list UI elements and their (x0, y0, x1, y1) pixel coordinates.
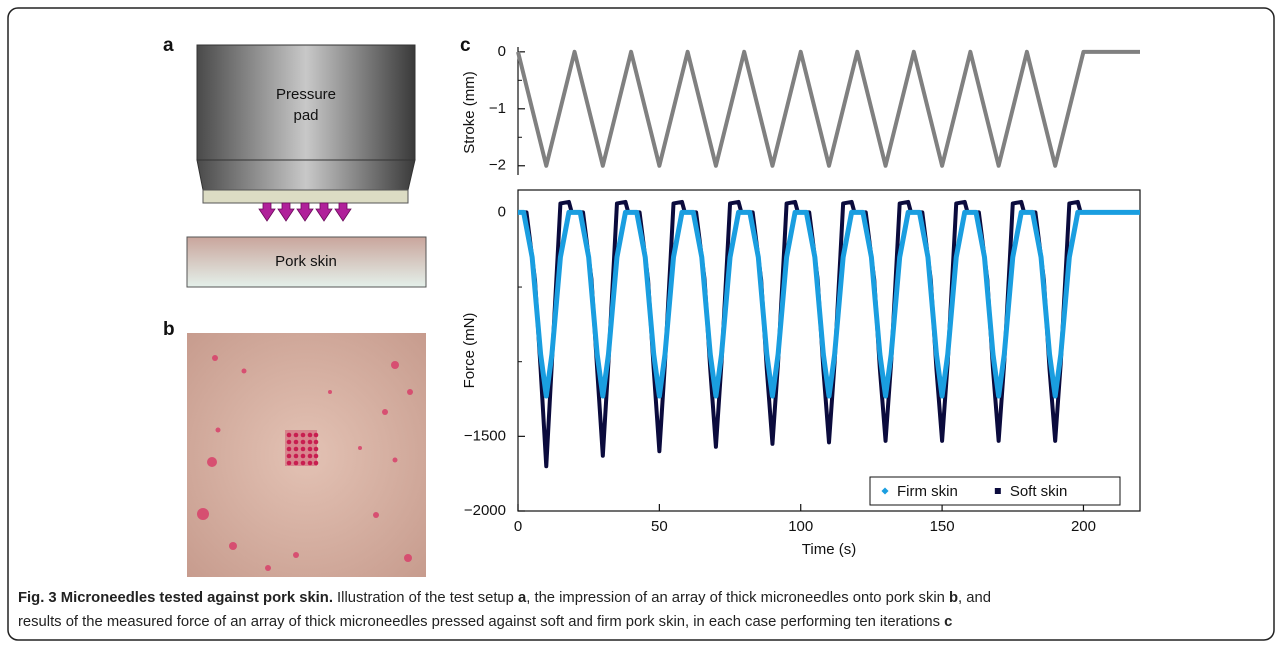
legend-marker (881, 487, 889, 495)
caption-text: results of the measured force of an arra… (18, 614, 945, 630)
x-tick-label: 100 (788, 518, 813, 535)
y-tick-label: −1 (489, 100, 506, 117)
x-tick-label: 50 (651, 518, 668, 535)
y-tick-label: 0 (498, 203, 506, 220)
pad-label: Pressure (276, 86, 336, 103)
y-tick-label: 0 (498, 43, 506, 60)
y-tick-label: −2 (489, 157, 506, 174)
figure-border (7, 7, 1275, 641)
pad-label: pad (293, 107, 318, 124)
caption-text: , and (958, 590, 991, 606)
caption-line: Fig. 3 Microneedles tested against pork … (18, 586, 991, 610)
y-axis-label: Force (mN) (461, 313, 478, 389)
x-tick-label: 0 (514, 518, 522, 535)
caption-text: , the impression of an array of thick mi… (526, 590, 949, 606)
caption-line: results of the measured force of an arra… (18, 610, 991, 634)
pad-taper (196, 159, 416, 191)
pressure-pad (196, 44, 416, 161)
skin-photo (187, 333, 426, 577)
legend-box (869, 476, 1121, 506)
photo-spots (197, 355, 413, 571)
caption-bold: a (518, 590, 527, 606)
caption: Fig. 3 Microneedles tested against pork … (18, 586, 991, 634)
legend-marker (994, 488, 1001, 494)
x-axis-label: Time (s) (802, 541, 856, 558)
y-tick-label: −1500 (464, 427, 506, 444)
pork-skin-block (186, 236, 427, 288)
data-line (518, 209, 1140, 399)
panel-label: c (460, 35, 471, 56)
base-plate (202, 189, 409, 204)
impression-grid (285, 430, 319, 466)
panel-label: b (163, 319, 175, 340)
caption-bold: c (944, 614, 953, 630)
setup-illustration (186, 44, 427, 288)
legend-label: Firm skin (897, 483, 958, 500)
x-tick-label: 200 (1071, 518, 1096, 535)
x-tick-label: 150 (930, 518, 955, 535)
caption-bold: b (948, 590, 959, 606)
panel-label: a (163, 35, 174, 56)
needles (258, 202, 352, 222)
y-axis-label: Stroke (mm) (461, 71, 478, 154)
legend-label: Soft skin (1010, 483, 1068, 500)
plot-frame (517, 189, 1141, 512)
y-tick-label: −2000 (464, 502, 506, 519)
caption-bold: Fig. 3 Microneedles tested against pork … (18, 590, 333, 606)
data-line (516, 49, 1140, 168)
skin-label: Pork skin (275, 253, 337, 270)
caption-text: Illustration of the test setup (332, 590, 518, 606)
